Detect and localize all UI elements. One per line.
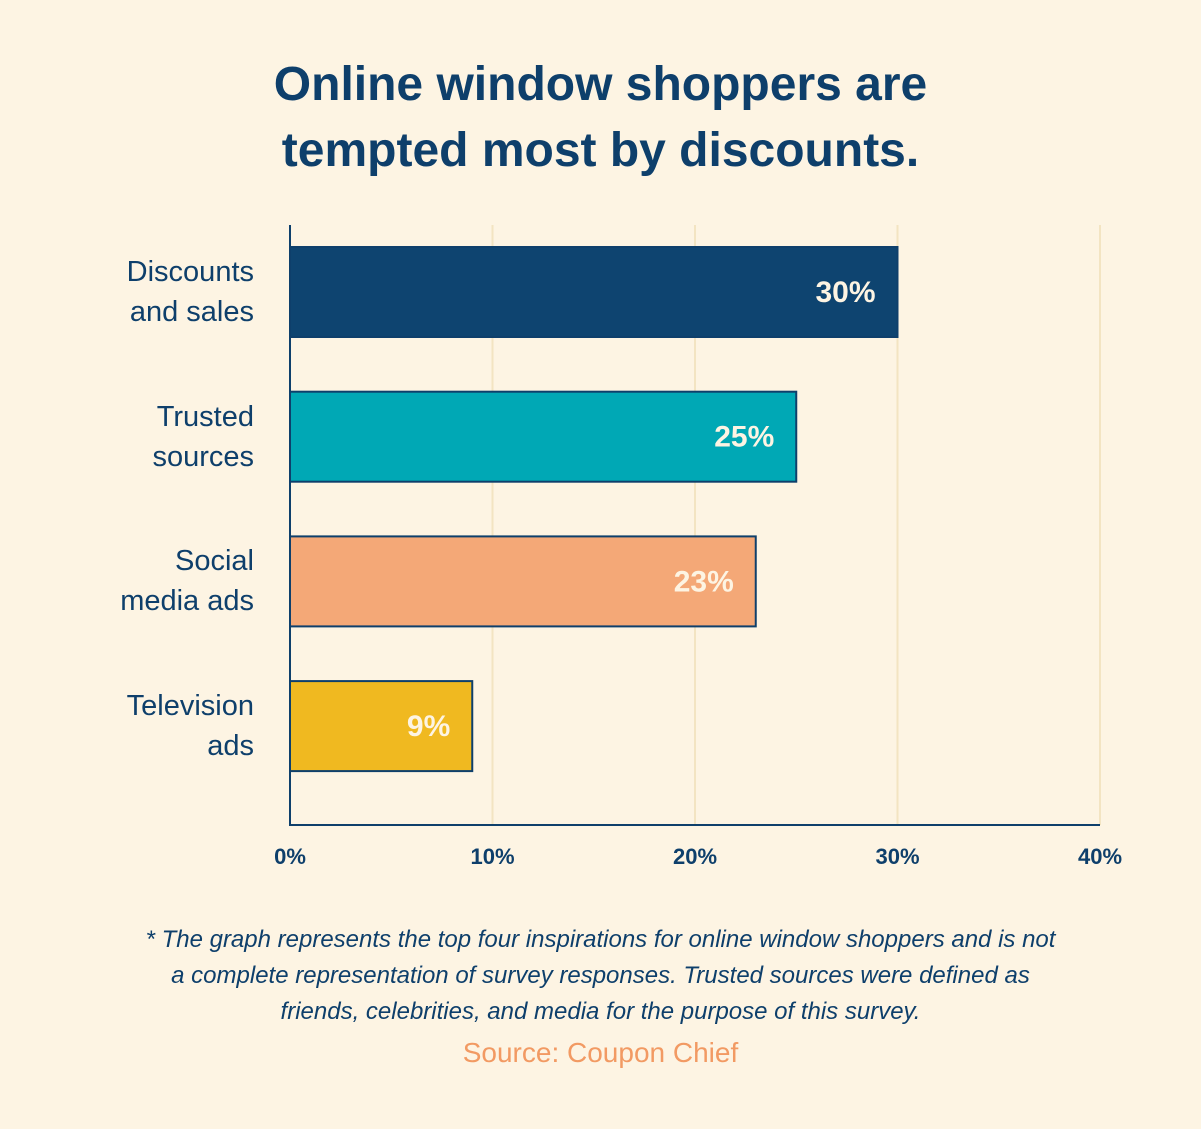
category-label: Trusted sources [152,400,254,473]
value-label: 25% [714,421,774,454]
value-label: 9% [407,710,450,743]
x-tick-label: 10% [470,844,514,869]
value-label: 23% [674,565,734,598]
bar [289,680,474,773]
value-label: 30% [815,276,875,309]
category-label: Discounts and sales [126,256,254,328]
bar [289,535,757,628]
bar [289,246,899,338]
x-tick-label: 30% [875,844,919,869]
bar [289,390,798,483]
category-label: Television ads [126,690,254,763]
x-tick-label: 40% [1078,844,1122,869]
category-label: Social media ads [120,545,254,618]
source: Source: Coupon Chief [462,1037,739,1068]
x-tick-label: 0% [274,844,306,869]
x-tick-label: 20% [673,844,717,869]
chart-title: Online window shoppers are tempted most … [273,58,928,177]
footnote: * The graph represents the top four insp… [145,926,1056,1025]
